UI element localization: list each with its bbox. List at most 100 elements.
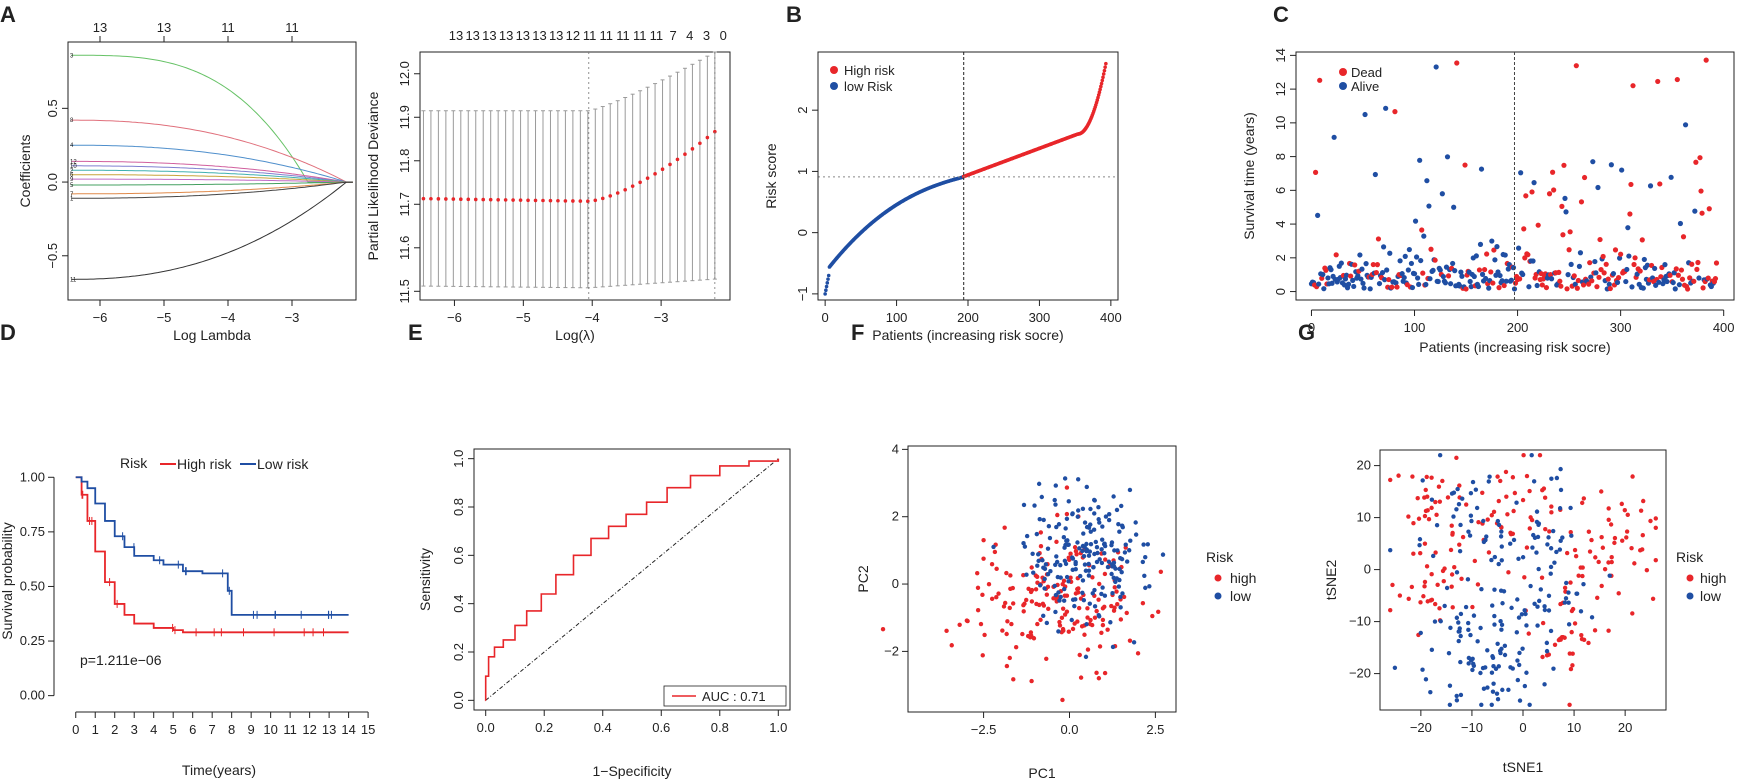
pca-point-low	[1102, 550, 1107, 556]
tsne-point-high	[1491, 509, 1497, 515]
coef-plot-frame	[67, 41, 357, 301]
tsne-point-low	[1520, 555, 1526, 560]
cv-top-label: 11	[650, 28, 664, 43]
tsne-point-low	[1447, 683, 1453, 688]
cv-top-label: 3	[703, 28, 710, 43]
tsne-point-low	[1457, 548, 1463, 554]
pca-point-low	[991, 544, 996, 550]
tsne-plot-ylabel: tSNE2	[1323, 560, 1339, 601]
pca-point-high	[1100, 622, 1106, 628]
survtime-point	[1338, 260, 1344, 266]
tsne-point-low	[1558, 487, 1564, 493]
coef-path-12	[71, 160, 353, 183]
risk-legend-marker	[830, 66, 838, 74]
survtime-point	[1351, 283, 1357, 290]
tsne-point-high	[1524, 545, 1530, 550]
tsne-point-high	[1442, 566, 1447, 571]
survtime-point	[1427, 276, 1433, 282]
tsne-point-low	[1520, 646, 1525, 651]
survtime-point	[1705, 275, 1711, 281]
pca-point-low	[1094, 559, 1100, 565]
survtime-point	[1312, 169, 1319, 175]
coef-path-1	[71, 181, 353, 199]
survtime-point	[1450, 260, 1456, 267]
survtime-point	[1520, 271, 1526, 278]
pca-point-high	[1033, 587, 1039, 592]
tsne-point-low	[1546, 593, 1552, 599]
tsne-point-low	[1490, 655, 1496, 661]
panel-d-km-plot: 0 1 2 3 4 5 6 7 8 9 10 11 12 13 14 150.000.250.500.751.…	[0, 455, 375, 778]
survtime-point	[1481, 266, 1488, 273]
survtime-point	[1694, 266, 1700, 272]
tsne-point-high	[1429, 505, 1434, 511]
pca-point-high	[1026, 586, 1031, 592]
pca-point-high	[1156, 609, 1161, 614]
cv-plot-frame	[419, 51, 731, 301]
tsne-point-low	[1451, 514, 1456, 519]
pca-point-high	[1075, 590, 1081, 595]
tsne-point-low	[1465, 577, 1471, 582]
risk-point	[823, 292, 827, 296]
pca-point-high	[996, 591, 1001, 596]
tsne-point-high	[1522, 575, 1527, 580]
survtime-point	[1641, 256, 1647, 263]
survtime-point	[1695, 259, 1701, 266]
pca-point-low	[1106, 517, 1112, 523]
survtime-point	[1551, 187, 1557, 193]
tsne-point-low	[1542, 682, 1547, 687]
survtime-point	[1494, 244, 1500, 250]
tsne-point-low	[1466, 529, 1471, 534]
coef-path-10	[71, 165, 353, 183]
tsne-point-high	[1573, 553, 1579, 559]
survtime-point	[1471, 273, 1477, 280]
survtime-point	[1670, 279, 1676, 286]
roc-plot-xtick-label: 0.0	[477, 720, 495, 735]
tsne-point-low	[1449, 491, 1455, 496]
tsne-point-low	[1418, 630, 1423, 636]
tsne-plot-xtick-label: 10	[1567, 720, 1581, 735]
cv-top-label: 13	[449, 28, 463, 43]
tsne-point-high	[1625, 512, 1630, 518]
survtime-point	[1596, 274, 1602, 280]
roc-diagonal	[485, 458, 779, 701]
pca-point-low	[1045, 572, 1051, 577]
pca-point-high	[1072, 621, 1077, 626]
survtime-point	[1406, 246, 1412, 253]
panel-letter-B: B	[786, 2, 802, 27]
coef-path-4	[71, 144, 353, 183]
pca-point-high	[1072, 545, 1078, 550]
pca-point-high	[1062, 593, 1068, 598]
survtime-point	[1572, 281, 1578, 287]
coef-path-label: 7	[70, 192, 74, 198]
roc-plot-ytick-label: 0.8	[451, 498, 466, 516]
tsne-point-high	[1648, 518, 1653, 524]
survtime-point	[1593, 270, 1599, 276]
tsne-legend-label: low	[1700, 588, 1722, 604]
pca-point-low	[1124, 559, 1130, 564]
tsne-point-low	[1478, 625, 1483, 631]
survtime-point	[1473, 253, 1479, 259]
coef-path-8	[71, 119, 353, 183]
pca-point-high	[1070, 626, 1076, 632]
tsne-point-low	[1431, 553, 1436, 559]
tsne-point-high	[1606, 506, 1611, 511]
pca-point-high	[1060, 626, 1066, 632]
tsne-point-high	[1540, 620, 1546, 626]
survtime-point	[1673, 266, 1679, 272]
pca-point-high	[1004, 663, 1010, 669]
survtime-point	[1627, 211, 1633, 217]
cv-point	[421, 196, 426, 201]
pca-point-high	[1008, 586, 1013, 591]
tsne-point-low	[1515, 658, 1520, 663]
survtime-point	[1703, 57, 1709, 63]
pca-plot-ytick-label: 0	[892, 576, 899, 591]
tsne-point-low	[1392, 665, 1398, 670]
tsne-point-low	[1502, 643, 1508, 649]
pca-point-high	[1090, 575, 1095, 580]
tsne-point-high	[1418, 600, 1423, 605]
survtime-point	[1539, 282, 1545, 288]
pca-point-low	[1096, 517, 1101, 522]
cv-point	[436, 197, 441, 201]
tsne-point-high	[1526, 631, 1531, 636]
survtime-point	[1362, 111, 1368, 118]
